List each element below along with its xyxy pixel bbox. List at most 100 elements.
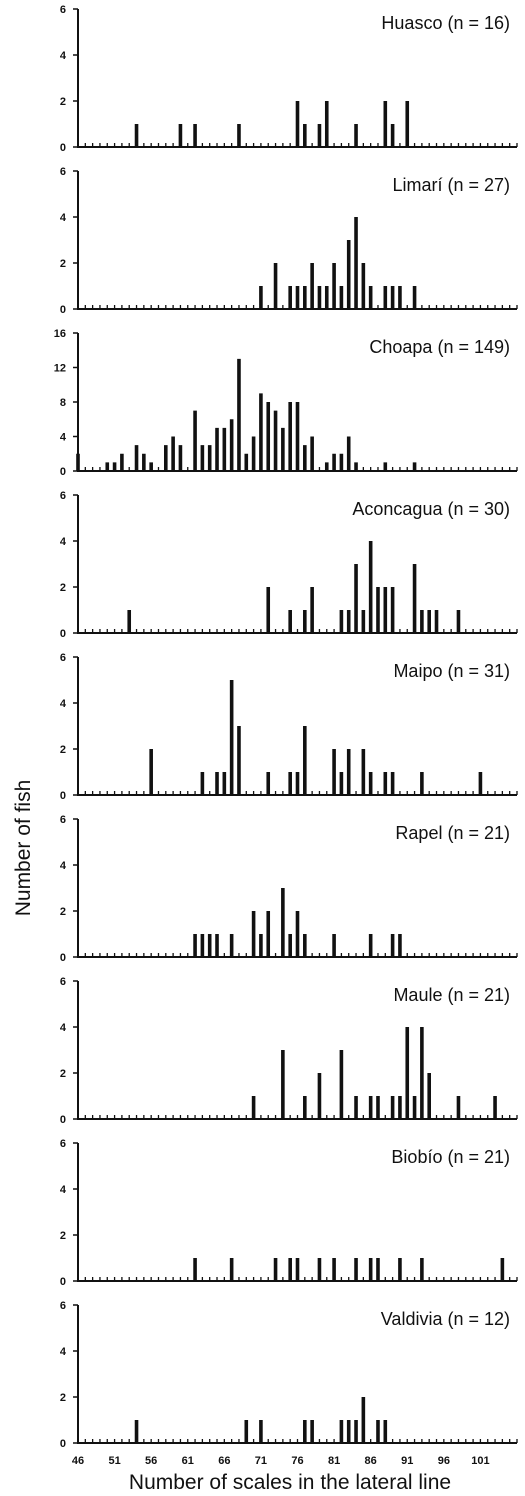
bar: [339, 1420, 344, 1443]
y-tick-label: 0: [60, 142, 66, 154]
bar: [339, 772, 344, 795]
bar: [412, 462, 417, 471]
y-tick-label: 4: [60, 212, 67, 224]
bar: [317, 286, 322, 309]
bar: [376, 587, 380, 633]
panel-title: Biobío (n = 21): [391, 1147, 510, 1167]
y-tick-label: 2: [60, 258, 66, 270]
bar: [193, 410, 197, 471]
y-tick-label: 6: [60, 976, 66, 988]
x-tick-label: 96: [438, 1455, 450, 1467]
bar: [273, 263, 278, 309]
bar: [412, 564, 417, 633]
bar: [354, 217, 358, 309]
bar: [427, 1073, 431, 1119]
y-tick-label: 4: [60, 1346, 67, 1358]
bar: [193, 934, 197, 957]
panel-3: 0 2 4 6 Aconcagua (n = 30): [60, 490, 518, 640]
bar: [303, 124, 307, 147]
bar: [288, 610, 292, 633]
bar: [390, 1096, 395, 1119]
bar: [303, 934, 307, 957]
y-tick-label: 6: [60, 166, 66, 178]
bar: [427, 610, 431, 633]
bar: [134, 124, 139, 147]
bar: [259, 393, 263, 471]
bar: [339, 1050, 344, 1119]
bar: [229, 680, 234, 795]
bar: [295, 1258, 300, 1281]
panel-6: 0 2 4 6 Maule (n = 21): [60, 976, 518, 1126]
bar: [339, 286, 344, 309]
panel-5: 0 2 4 6 Rapel (n = 21): [60, 814, 518, 964]
y-tick-label: 0: [60, 952, 66, 964]
bar: [383, 462, 388, 471]
bar: [295, 772, 300, 795]
x-axis-title: Number of scales in the lateral line: [129, 1471, 451, 1494]
bar: [420, 610, 424, 633]
bar: [215, 934, 219, 957]
y-tick-label: 4: [60, 536, 67, 548]
bar: [412, 286, 417, 309]
bar: [405, 101, 410, 147]
bar: [295, 286, 300, 309]
bar: [237, 124, 241, 147]
bar: [332, 453, 336, 471]
bar: [354, 1096, 358, 1119]
bar: [354, 1258, 358, 1281]
bar: [346, 1420, 351, 1443]
bar: [178, 445, 183, 471]
y-tick-label: 4: [60, 698, 67, 710]
panel-0: 0 2 4 6 Huasco (n = 16): [60, 4, 518, 154]
bar: [332, 749, 336, 795]
bar: [303, 1096, 307, 1119]
bar: [390, 124, 395, 147]
bar: [310, 1420, 314, 1443]
bar: [259, 934, 263, 957]
bar: [200, 772, 205, 795]
bar: [346, 240, 351, 309]
bar: [383, 1420, 388, 1443]
bar: [383, 101, 388, 147]
bar: [244, 1420, 249, 1443]
bar: [164, 445, 168, 471]
bar: [398, 1258, 402, 1281]
y-tick-label: 0: [60, 790, 66, 802]
panel-title: Maipo (n = 31): [393, 661, 510, 681]
x-tick-label: 81: [328, 1455, 340, 1467]
bar: [332, 1258, 336, 1281]
bar: [273, 410, 278, 471]
bar: [361, 263, 366, 309]
panel-4: 0 2 4 6 Maipo (n = 31): [60, 652, 518, 802]
bar: [390, 286, 395, 309]
y-tick-label: 6: [60, 1138, 66, 1150]
y-tick-label: 6: [60, 490, 66, 502]
bar: [361, 1397, 366, 1443]
bar: [171, 436, 175, 471]
bar: [317, 1258, 322, 1281]
bar: [398, 286, 402, 309]
y-tick-label: 2: [60, 1230, 66, 1242]
bar: [207, 934, 212, 957]
bar: [112, 462, 117, 471]
bar: [354, 1420, 358, 1443]
bar: [288, 934, 292, 957]
bar: [324, 462, 329, 471]
bar: [310, 587, 314, 633]
bar: [120, 453, 124, 471]
bar: [324, 101, 329, 147]
bar: [149, 749, 153, 795]
bar: [317, 1073, 322, 1119]
bar: [251, 911, 256, 957]
panel-1: 0 2 4 6 Limarí (n = 27): [60, 166, 518, 316]
bar: [434, 610, 439, 633]
x-tick-label: 51: [108, 1455, 120, 1467]
bar: [178, 124, 183, 147]
bar: [200, 934, 205, 957]
bar: [229, 419, 234, 471]
bar: [251, 436, 256, 471]
x-tick-label: 61: [182, 1455, 194, 1467]
y-tick-label: 2: [60, 1392, 66, 1404]
bar: [346, 749, 351, 795]
